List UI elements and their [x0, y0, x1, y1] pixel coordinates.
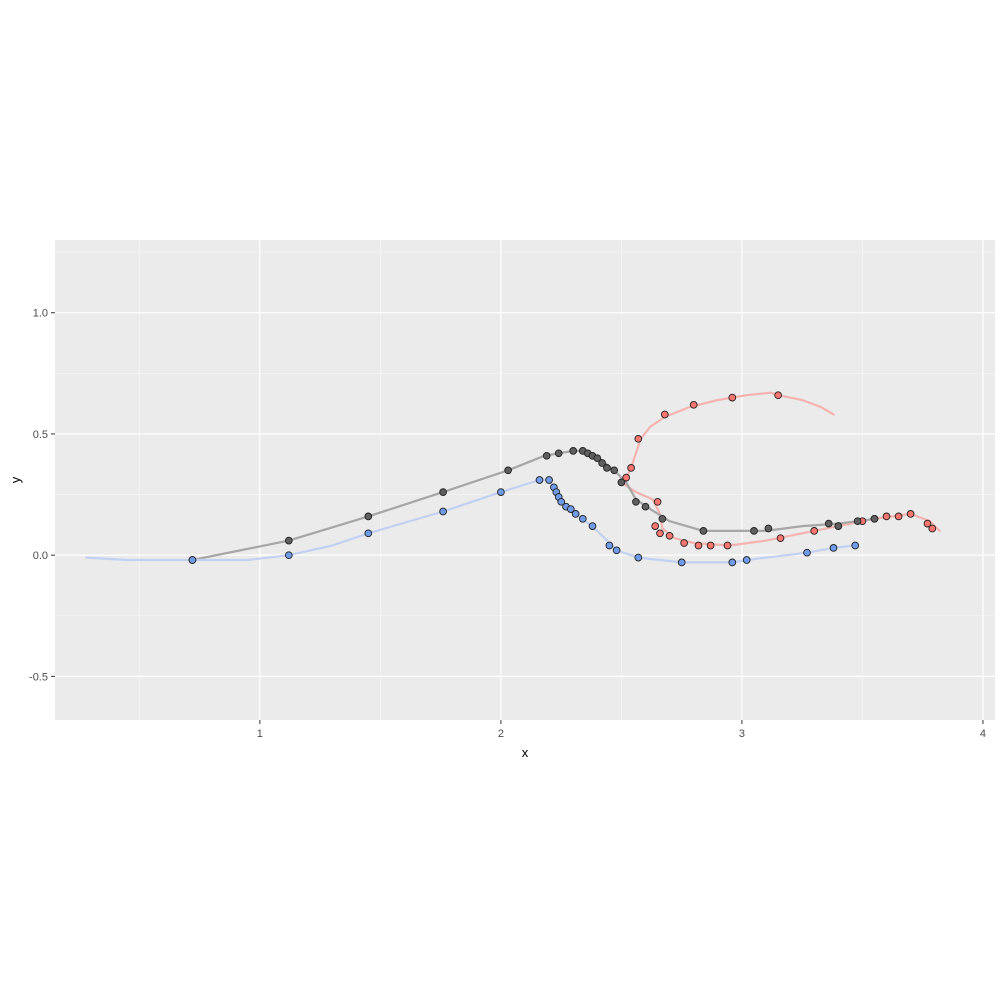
series-0-point — [928, 524, 937, 533]
series-0-point — [665, 531, 674, 540]
x-axis-title: x — [522, 745, 529, 760]
y-tick-label: 0.5 — [33, 429, 48, 441]
x-axis-ticks: 1 2 3 4 — [257, 720, 986, 740]
y-tick-label: -0.5 — [29, 671, 48, 683]
series-1-point — [593, 454, 602, 463]
x-tick-label: 3 — [739, 728, 745, 740]
series-1-point — [764, 524, 773, 533]
series-1-point — [699, 527, 708, 535]
series-2-point — [557, 497, 566, 506]
series-1-point — [598, 459, 606, 467]
series-2-point — [545, 476, 553, 484]
series-0-point — [627, 464, 635, 472]
series-1-point — [870, 514, 879, 523]
series-2-point — [605, 541, 614, 550]
series-1-point — [542, 451, 551, 460]
series-1-point — [364, 512, 373, 521]
series-1-point — [617, 478, 626, 487]
series-0-point — [653, 497, 662, 506]
series-0-point — [706, 541, 715, 550]
series-2-point — [851, 541, 860, 550]
series-0-point — [694, 541, 703, 550]
series-0-point — [882, 512, 891, 521]
series-0-point — [651, 522, 660, 530]
series-2-point — [497, 488, 505, 496]
y-axis-ticks: -0.5 0.0 0.5 1.0 — [29, 308, 55, 683]
series-2-point — [284, 551, 293, 560]
series-2-point — [571, 510, 580, 518]
series-2-point — [803, 548, 811, 557]
series-1-point — [632, 497, 640, 506]
series-1-point — [504, 466, 512, 475]
series-2-point — [728, 558, 737, 567]
series-2-point — [364, 529, 373, 538]
series-2-point — [188, 556, 197, 564]
series-0-path — [620, 391, 835, 484]
y-tick-label: 0.0 — [33, 550, 48, 562]
plot-panel — [55, 240, 995, 720]
x-tick-label: 2 — [498, 728, 504, 740]
series-1-point — [824, 519, 833, 528]
series-2-point — [535, 476, 544, 484]
series-1-point — [610, 466, 619, 475]
series-1-point — [834, 522, 843, 530]
y-axis-title: y — [8, 476, 23, 483]
series-2-point — [634, 553, 643, 562]
series-0-point — [660, 410, 669, 419]
series-2-point — [612, 546, 621, 555]
series-0-point — [923, 519, 932, 528]
series-1-point — [658, 514, 667, 523]
series-1-point — [569, 447, 578, 455]
series-points — [188, 391, 937, 567]
series-1-point — [603, 464, 611, 472]
series-0-point — [634, 434, 643, 443]
series-1-point — [439, 488, 447, 496]
series-0-point — [656, 529, 664, 538]
series-2-point — [578, 514, 587, 523]
series-0-point — [723, 541, 732, 550]
series-2-point — [829, 544, 838, 552]
series-0-point — [906, 510, 915, 518]
series-2-point — [677, 558, 686, 567]
series-2-point — [742, 556, 751, 564]
series-2-point — [566, 505, 575, 513]
series-1-point — [750, 527, 758, 535]
series-1-point — [853, 517, 862, 526]
x-tick-label: 4 — [980, 728, 986, 740]
x-tick-label: 1 — [257, 728, 263, 740]
series-0-point — [894, 512, 903, 521]
series-1-point — [641, 502, 650, 511]
series-0-point — [680, 539, 688, 547]
series-2-point — [588, 522, 597, 530]
series-2-point — [439, 507, 447, 516]
series-0-point — [622, 473, 631, 482]
series-0-point — [810, 527, 819, 535]
series-0-point — [689, 400, 698, 409]
series-0-point — [774, 391, 782, 400]
series-0-point — [728, 393, 737, 402]
series-1-point — [284, 536, 293, 545]
series-1-point — [554, 449, 563, 458]
grid-minor — [55, 240, 995, 720]
series-0-point — [776, 534, 785, 543]
y-tick-label: 1.0 — [33, 308, 48, 320]
